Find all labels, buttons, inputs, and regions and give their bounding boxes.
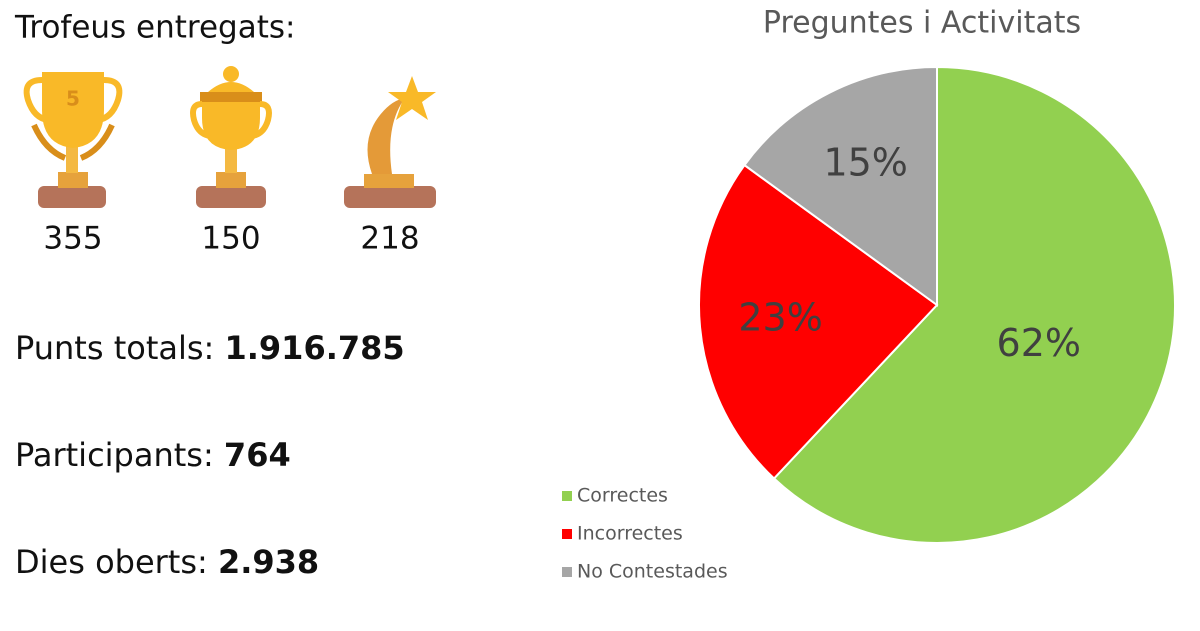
- stat-label: Participants:: [15, 436, 214, 474]
- legend-label: Incorrectes: [577, 523, 683, 545]
- legend-label: No Contestades: [577, 561, 728, 583]
- stat-value: 1.916.785: [224, 329, 404, 367]
- trophy-icon: 5: [23, 72, 123, 208]
- stat: Participants: 764: [15, 436, 291, 474]
- svg-text:5: 5: [66, 87, 80, 111]
- data-label: 15%: [823, 141, 907, 185]
- legend-swatch: [562, 529, 572, 539]
- legend-label: Correctes: [577, 485, 668, 507]
- pie-slice: [698, 163, 939, 480]
- pie-slice: [772, 65, 1176, 544]
- stat-label: Dies oberts:: [15, 543, 208, 581]
- trophy-count: 150: [201, 221, 260, 257]
- legend-swatch: [562, 567, 572, 577]
- data-label: 62%: [997, 321, 1081, 365]
- trophy-count: 355: [43, 221, 102, 257]
- trophy-icon: [344, 76, 436, 208]
- stat-value: 2.938: [218, 543, 319, 581]
- stat: Punts totals: 1.916.785: [15, 329, 405, 367]
- stat-label: Punts totals:: [15, 329, 214, 367]
- trophy-count: 218: [360, 221, 419, 257]
- data-label: 23%: [738, 295, 822, 339]
- chart-title: Preguntes i Activitats: [763, 6, 1081, 41]
- stat: Dies oberts: 2.938: [15, 543, 319, 581]
- pie-slice: [743, 65, 938, 307]
- trophy-icon: [190, 66, 272, 208]
- trophies-title: Trofeus entregats:: [14, 10, 295, 46]
- stat-value: 764: [224, 436, 291, 474]
- legend-swatch: [562, 491, 572, 501]
